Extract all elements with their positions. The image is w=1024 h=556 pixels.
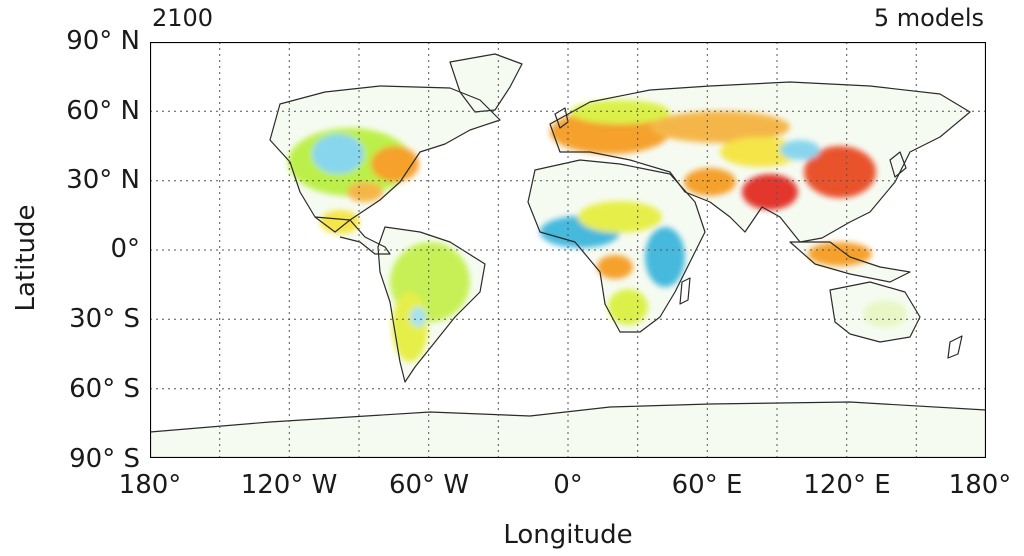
lat-tick-90n: 90° N <box>66 26 140 56</box>
x-axis-title: Longitude <box>503 520 633 550</box>
madagascar-coast <box>679 277 691 305</box>
blob-gulf-orange <box>347 182 383 202</box>
new-zealand-coast <box>947 335 963 359</box>
lon-tick-180e: 180° <box>948 470 1012 500</box>
blob-brazil-blue <box>410 307 426 327</box>
north-america-coast <box>269 85 501 233</box>
blob-central-asia-yellow <box>720 137 800 167</box>
lon-tick-0: 0° <box>553 470 583 500</box>
blob-us-east-orange <box>371 146 419 182</box>
world-map <box>150 42 986 458</box>
south-america-coast <box>377 226 486 383</box>
africa-coast <box>527 159 706 333</box>
lat-tick-90s: 90° S <box>69 444 140 474</box>
blob-europe-yellow <box>570 100 670 124</box>
blob-mexico-yellow <box>320 210 360 234</box>
africa-land <box>528 160 705 332</box>
greenland-land <box>450 54 522 112</box>
blob-central-africa-orange <box>597 255 633 279</box>
blob-south-africa-yellow <box>608 289 648 325</box>
lat-tick-0: 0° <box>110 234 140 264</box>
map-frame <box>150 42 986 458</box>
blob-china-red <box>804 146 876 198</box>
lat-tick-30s: 30° S <box>69 304 140 334</box>
lon-tick-180w: 180° <box>118 470 182 500</box>
lat-tick-60s: 60° S <box>69 374 140 404</box>
coastlines <box>150 53 986 433</box>
lon-tick-60e: 60° E <box>671 470 743 500</box>
model-count-label: 5 models <box>873 4 984 32</box>
antarctica-land <box>150 402 986 458</box>
concentration-field <box>288 100 907 362</box>
blob-africa-yellow <box>578 201 662 233</box>
blob-east-africa-blue <box>645 227 685 287</box>
australia-coast <box>829 281 921 343</box>
eurasia-coast <box>549 81 971 243</box>
lon-tick-60w: 60° W <box>388 470 470 500</box>
antarctica-coast <box>150 401 986 433</box>
greenland-coast <box>449 53 523 113</box>
blob-russia-orange <box>650 111 790 143</box>
blob-se-asia-orange <box>808 242 872 266</box>
blob-india-red <box>742 174 798 210</box>
japan-coast <box>889 151 907 178</box>
y-axis-title: Latitude <box>11 204 41 312</box>
graticule <box>150 42 986 458</box>
lat-tick-30n: 30° N <box>66 165 140 195</box>
lon-tick-120w: 120° W <box>240 470 338 500</box>
blob-namerica-blue <box>312 134 364 174</box>
lat-tick-60n: 60° N <box>66 96 140 126</box>
blob-australia-green <box>863 300 907 328</box>
blob-mongolia-blue <box>780 140 820 160</box>
southeast-asia-coast <box>789 241 911 283</box>
blob-samerica-yellow <box>392 292 428 362</box>
lon-tick-120e: 120° E <box>803 470 891 500</box>
blob-middle-east-orange <box>684 168 736 196</box>
central-america-coast <box>314 216 391 255</box>
year-label: 2100 <box>152 4 214 32</box>
